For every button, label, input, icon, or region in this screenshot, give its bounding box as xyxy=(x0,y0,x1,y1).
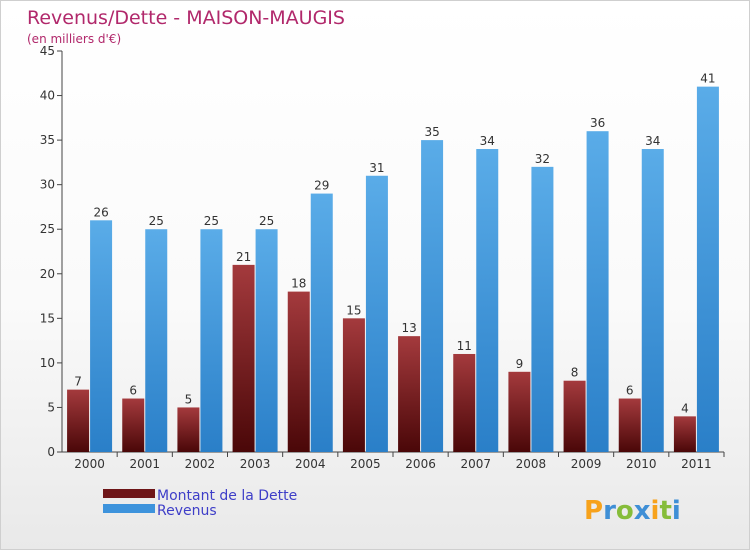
y-tick-label: 35 xyxy=(40,133,55,147)
revenus-data-label: 32 xyxy=(535,152,550,166)
revenus-bar xyxy=(255,229,278,452)
x-tick-label: 2008 xyxy=(516,457,547,471)
logo-letter: i xyxy=(651,496,660,526)
revenus-data-label: 29 xyxy=(314,179,329,193)
logo-letter: r xyxy=(603,496,616,526)
revenus-bar xyxy=(145,229,168,452)
debt-bar xyxy=(122,398,145,452)
revenus-bar xyxy=(365,175,388,452)
legend-label-revenus: Revenus xyxy=(157,503,217,519)
debt-bar xyxy=(673,416,696,452)
logo-letter: t xyxy=(659,496,671,526)
x-tick-label: 2006 xyxy=(405,457,436,471)
x-tick-label: 2011 xyxy=(681,457,712,471)
debt-data-label: 4 xyxy=(681,401,689,415)
debt-bar xyxy=(232,264,255,452)
revenus-data-label: 36 xyxy=(590,116,605,130)
logo-letter: P xyxy=(584,496,603,526)
logo-letter: o xyxy=(616,496,634,526)
debt-bar xyxy=(287,291,310,452)
debt-data-label: 6 xyxy=(626,384,634,398)
debt-bar xyxy=(618,398,641,452)
y-tick-label: 30 xyxy=(40,178,55,192)
debt-data-label: 11 xyxy=(457,339,472,353)
debt-data-label: 18 xyxy=(291,277,306,291)
debt-bar xyxy=(177,407,200,452)
debt-data-label: 8 xyxy=(571,366,579,380)
x-tick-label: 2010 xyxy=(626,457,657,471)
legend-label-debt: Montant de la Dette xyxy=(157,488,297,504)
debt-data-label: 5 xyxy=(185,392,193,406)
y-tick-label: 10 xyxy=(40,356,55,370)
revenus-bar xyxy=(200,229,223,452)
y-tick-label: 25 xyxy=(40,222,55,236)
y-tick-label: 40 xyxy=(40,89,55,103)
revenus-bar xyxy=(421,140,444,452)
revenus-data-label: 34 xyxy=(645,134,660,148)
legend-swatch-debt xyxy=(103,489,155,498)
x-tick-label: 2000 xyxy=(74,457,105,471)
debt-data-label: 21 xyxy=(236,250,251,264)
x-tick-label: 2003 xyxy=(240,457,271,471)
debt-data-label: 13 xyxy=(401,321,416,335)
revenus-bar xyxy=(310,193,333,453)
logo-letter: x xyxy=(634,496,651,526)
debt-bar xyxy=(67,389,90,452)
debt-data-label: 9 xyxy=(516,357,524,371)
y-tick-label: 20 xyxy=(40,267,55,281)
x-tick-label: 2002 xyxy=(185,457,216,471)
debt-bar xyxy=(342,318,365,452)
x-tick-label: 2007 xyxy=(460,457,491,471)
debt-bar xyxy=(453,353,476,452)
x-tick-label: 2001 xyxy=(129,457,160,471)
debt-bar xyxy=(508,371,531,452)
x-tick-label: 2009 xyxy=(571,457,602,471)
revenus-bar xyxy=(586,131,609,452)
y-tick-label: 0 xyxy=(47,445,55,459)
y-tick-label: 15 xyxy=(40,311,55,325)
logo-letter: i xyxy=(672,496,681,526)
revenus-bar xyxy=(641,149,664,452)
revenus-bar xyxy=(90,220,113,452)
legend-swatch-revenus xyxy=(103,504,155,513)
proxiti-logo: Proxiti xyxy=(584,496,681,526)
revenus-bar xyxy=(696,86,719,453)
chart-subtitle: (en milliers d'€) xyxy=(27,32,121,46)
revenus-data-label: 25 xyxy=(259,214,274,228)
x-tick-label: 2005 xyxy=(350,457,381,471)
plot-area: 0 5 10 15 20 25 30 35 40 45 2000 7 26 2001 6 25 2002 5 25 2… xyxy=(40,44,725,471)
revenus-data-label: 25 xyxy=(149,214,164,228)
y-tick-label: 5 xyxy=(47,400,55,414)
y-tick-label: 45 xyxy=(40,44,55,58)
debt-data-label: 15 xyxy=(346,303,361,317)
debt-bar xyxy=(398,336,421,452)
revenus-data-label: 26 xyxy=(93,205,108,219)
debt-bar xyxy=(563,380,586,452)
debt-data-label: 7 xyxy=(74,375,82,389)
revenus-data-label: 41 xyxy=(700,72,715,86)
revenus-data-label: 34 xyxy=(480,134,495,148)
revenus-data-label: 25 xyxy=(204,214,219,228)
revenus-data-label: 35 xyxy=(424,125,439,139)
x-tick-label: 2004 xyxy=(295,457,326,471)
revenus-bar xyxy=(476,149,499,452)
debt-data-label: 6 xyxy=(129,384,137,398)
revenus-data-label: 31 xyxy=(369,161,384,175)
revenus-bar xyxy=(531,166,554,452)
chart-title: Revenus/Dette - MAISON-MAUGIS xyxy=(27,7,345,29)
